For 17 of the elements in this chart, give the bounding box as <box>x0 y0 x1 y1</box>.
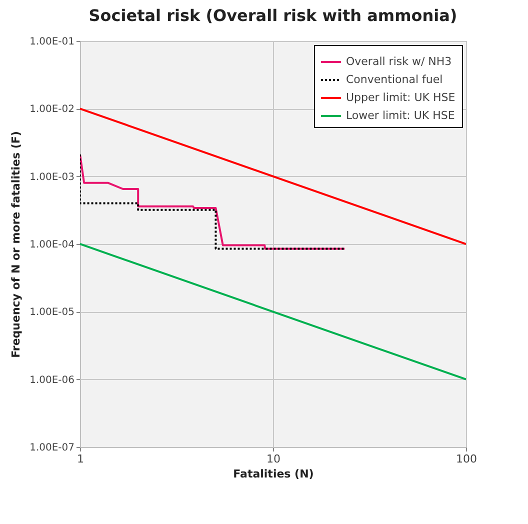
y-tick-label: 1.00E-07 <box>30 442 74 454</box>
legend-label: Conventional fuel <box>346 73 443 86</box>
legend-label: Overall risk w/ NH3 <box>346 55 452 68</box>
legend-label: Upper limit: UK HSE <box>346 91 456 104</box>
y-tick-label: 1.00E-06 <box>30 374 74 386</box>
x-tick-label: 10 <box>266 452 280 466</box>
y-axis-title: Frequency of N or more fatalities (F) <box>10 131 23 358</box>
y-tick-label: 1.00E-02 <box>30 104 74 116</box>
y-tick-label: 1.00E-01 <box>30 36 74 48</box>
y-tick-label: 1.00E-05 <box>30 307 74 318</box>
x-axis-title: Fatalities (N) <box>233 468 314 480</box>
y-tick-label: 1.00E-04 <box>30 240 74 250</box>
x-tick-label: 1 <box>77 452 84 466</box>
x-tick-label: 100 <box>456 452 477 466</box>
chart-title: Societal risk (Overall risk with ammonia) <box>88 6 458 25</box>
legend-label: Lower limit: UK HSE <box>346 109 455 122</box>
y-tick-label: 1.00E-03 <box>30 172 74 183</box>
